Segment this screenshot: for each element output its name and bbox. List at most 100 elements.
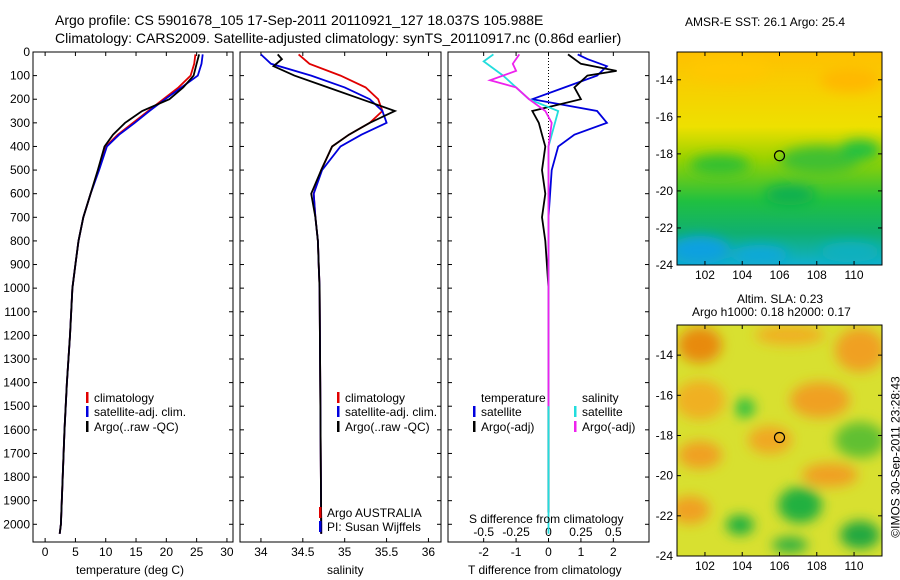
temperature-xtick-label: 5 xyxy=(72,545,79,559)
temperature-ytick-label: 1400 xyxy=(3,376,30,390)
diff-swatch-t-argo xyxy=(473,421,476,432)
sal-legend-satellite: satellite-adj. clim. xyxy=(345,405,438,419)
sal-swatch-argo xyxy=(337,421,340,432)
difference-s-tick-label: 0.25 xyxy=(569,525,593,539)
sla_map-xtick-label: 102 xyxy=(695,559,715,573)
salinity-xtick-label: 34 xyxy=(254,545,268,559)
diff-swatch-s-argo xyxy=(574,421,577,432)
sla-map-title-1: Altim. SLA: 0.23 xyxy=(737,292,824,306)
difference-xtick-label: 2 xyxy=(610,545,617,559)
sst_map-ytick-label: -14 xyxy=(656,73,674,87)
sla_map-argo-marker xyxy=(773,431,786,444)
temperature-ytick-label: 1500 xyxy=(3,399,30,413)
difference-series-0 xyxy=(528,53,609,513)
temperature-xtick-label: 0 xyxy=(42,545,49,559)
temperature-xtick-label: 10 xyxy=(99,545,113,559)
difference-xtick-label: -1 xyxy=(511,545,522,559)
title-line-2: Climatology: CARS2009. Satellite-adjuste… xyxy=(55,30,622,46)
difference-s-tick-label: -0.5 xyxy=(473,525,494,539)
salinity-xtick-label: 36 xyxy=(422,545,436,559)
temperature-ytick-label: 300 xyxy=(10,116,30,130)
sst_map-ytick-label: -20 xyxy=(656,184,674,198)
temperature-xtick-label: 15 xyxy=(129,545,143,559)
annotation-pi: PI: Susan Wijffels xyxy=(327,520,421,534)
diff-legend-s-satellite: satellite xyxy=(582,405,623,419)
sst_map-argo-marker xyxy=(773,150,786,162)
salinity-xtick-label: 35 xyxy=(338,545,352,559)
difference-xtick-label: -2 xyxy=(478,545,489,559)
difference-xlabel: T difference from climatology xyxy=(468,563,622,577)
sla_map-ytick-label: -22 xyxy=(656,509,674,523)
diff-swatch-s-sat xyxy=(574,406,577,417)
salinity-xlabel: salinity xyxy=(327,563,364,577)
salinity-xtick-label: 34.5 xyxy=(291,545,315,559)
salinity-series-1 xyxy=(260,53,388,534)
temp-swatch-argo xyxy=(86,421,89,432)
anno-swatch-2 xyxy=(319,521,322,532)
sal-legend-climatology: climatology xyxy=(345,391,406,405)
temperature-series-2 xyxy=(58,54,200,534)
difference-s-tick-label: 0.5 xyxy=(605,525,622,539)
temperature-series-1 xyxy=(58,54,204,534)
sla_map-xtick-label: 104 xyxy=(732,559,752,573)
sla_map-ytick-label: -24 xyxy=(656,549,674,563)
temperature-ytick-label: 500 xyxy=(10,163,30,177)
sla_map-ytick-label: -16 xyxy=(656,388,674,402)
sst_map-xtick-label: 102 xyxy=(695,268,715,282)
imos-credit: ©IMOS 30-Sep-2011 23:28:43 xyxy=(888,376,900,538)
temp-swatch-sat xyxy=(86,406,89,417)
temp-swatch-clim xyxy=(86,392,89,403)
salinity-xtick-label: 35.5 xyxy=(375,545,399,559)
sla_map-ytick-label: -14 xyxy=(656,348,674,362)
sst_map-xtick-label: 110 xyxy=(844,268,863,282)
sla_map-xtick-label: 110 xyxy=(844,559,863,573)
diff-legend-t-argo: Argo(-adj) xyxy=(481,420,535,434)
sst_map-ytick-label: -16 xyxy=(656,110,674,124)
difference-xtick-label: 0 xyxy=(545,545,552,559)
temperature-xtick-label: 30 xyxy=(220,545,234,559)
diff-legend-s-title: salinity xyxy=(582,391,619,405)
diff-legend-t-satellite: satellite xyxy=(481,405,522,419)
sla_map-ytick-label: -20 xyxy=(656,469,674,483)
sal-legend-argo: Argo(..raw -QC) xyxy=(345,420,430,434)
salinity-series-0 xyxy=(298,53,384,534)
sla_map-xtick-label: 106 xyxy=(769,559,789,573)
difference-xlabel-top: S difference from climatology xyxy=(469,512,624,526)
sal-swatch-clim xyxy=(337,392,340,403)
sst-map-title: AMSR-E SST: 26.1 Argo: 25.4 xyxy=(685,15,846,29)
temperature-ytick-label: 2000 xyxy=(3,517,30,531)
salinity-frame xyxy=(239,51,442,543)
temperature-series-0 xyxy=(58,54,197,534)
temperature-frame xyxy=(32,51,234,543)
temperature-ytick-label: 1900 xyxy=(3,494,30,508)
anno-swatch-1 xyxy=(319,507,322,518)
temperature-ytick-label: 900 xyxy=(10,258,30,272)
difference-s-tick-label: -0.25 xyxy=(502,525,530,539)
difference-series-2 xyxy=(482,53,560,534)
sst_map-xtick-label: 106 xyxy=(769,268,789,282)
sla-map-title-2: Argo h1000: 0.18 h2000: 0.17 xyxy=(692,305,851,319)
sst_map-ytick-label: -24 xyxy=(656,258,674,272)
temp-legend-argo: Argo(..raw -QC) xyxy=(94,420,179,434)
difference-series-3 xyxy=(487,53,553,407)
temp-legend-climatology: climatology xyxy=(94,391,155,405)
diff-swatch-t-sat xyxy=(473,406,476,417)
temperature-xtick-label: 25 xyxy=(190,545,204,559)
temperature-ytick-label: 400 xyxy=(10,139,30,153)
sla-map xyxy=(676,324,883,557)
temp-legend-satellite: satellite-adj. clim. xyxy=(94,405,187,419)
temperature-ytick-label: 1200 xyxy=(3,328,30,342)
sla_map-ytick-label: -18 xyxy=(656,428,674,442)
difference-series-1 xyxy=(530,53,617,513)
temperature-ytick-label: 0 xyxy=(23,45,30,59)
temperature-ytick-label: 1100 xyxy=(4,305,30,319)
sst_map-ytick-label: -18 xyxy=(656,147,674,161)
difference-xtick-label: 1 xyxy=(578,545,585,559)
sal-swatch-sat xyxy=(337,406,340,417)
title-line-1: Argo profile: CS 5901678_105 17-Sep-2011… xyxy=(55,12,544,28)
temperature-ytick-label: 1000 xyxy=(3,281,30,295)
temperature-ytick-label: 1700 xyxy=(3,446,30,460)
sst_map-ytick-label: -22 xyxy=(656,221,674,235)
salinity-series-2 xyxy=(271,53,398,534)
